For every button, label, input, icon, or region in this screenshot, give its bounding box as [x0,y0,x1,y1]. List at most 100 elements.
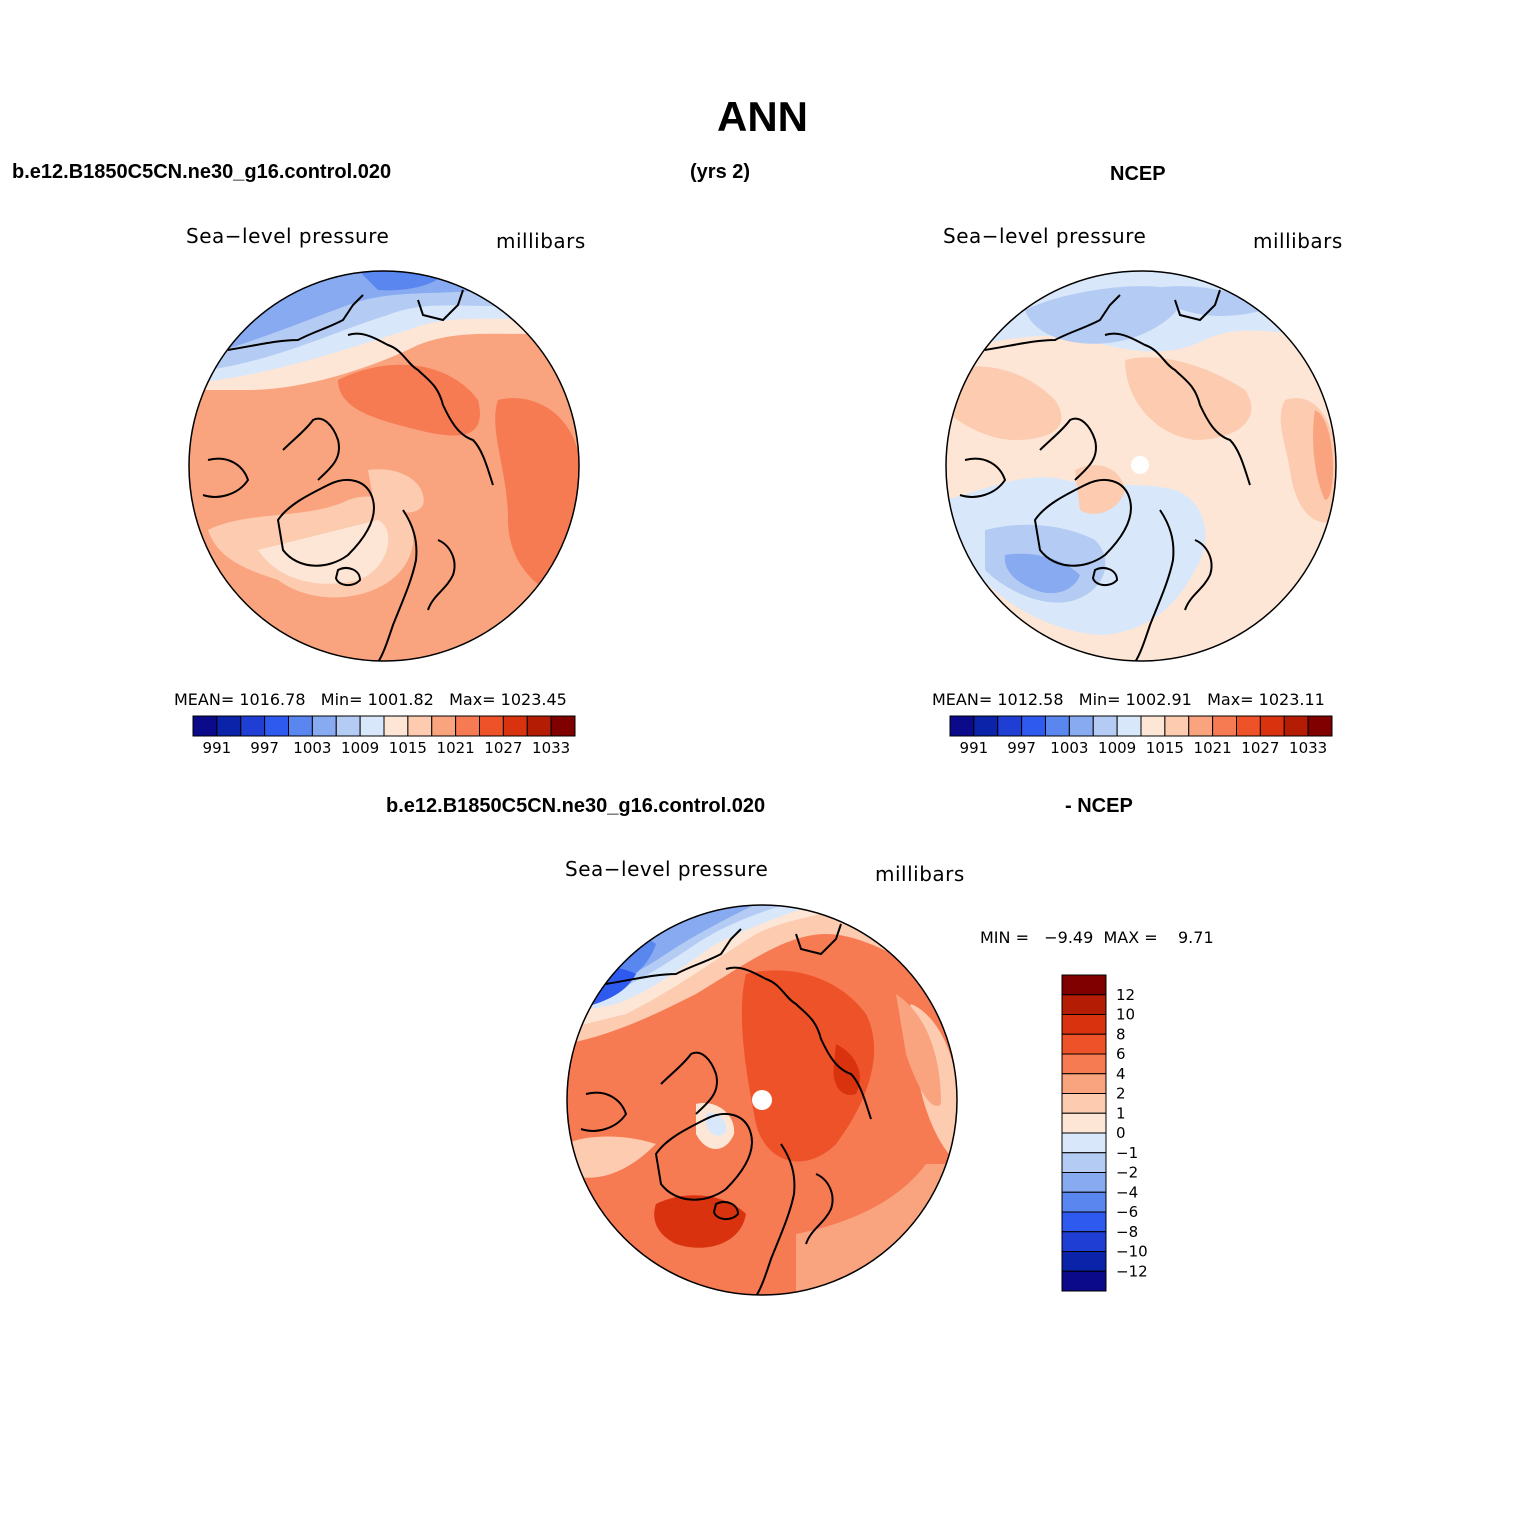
model-colorbar-swatch [192,715,218,737]
diff-colorbar-tick-label: 2 [1116,1085,1126,1103]
obs-header: NCEP [1110,163,1166,185]
diff-colorbar-swatch [1061,1053,1107,1075]
model-colorbar-tick-label: 1003 [293,739,331,757]
model-coastlines [202,289,494,661]
model-case-header: b.e12.B1850C5CN.ne30_g16.control.020 [12,161,392,183]
model-colorbar-swatch [407,715,433,737]
model-stats-line: MEAN= 1016.78 Min= 1001.82 Max= 1023.45 [174,690,567,709]
obs-colorbar-swatch [1116,715,1142,737]
diff-colorbar-tick-label: −1 [1116,1144,1138,1162]
diff-colorbar-swatch [1061,1191,1107,1213]
diff-min-value: −9.49 [1044,928,1094,947]
model-max-label: Max= [449,690,496,709]
obs-min-label: Min= [1078,690,1121,709]
obs-units-label: millibars [1253,229,1343,253]
model-colorbar-tick-label: 1015 [389,739,427,757]
diff-pressure-field [567,905,957,1295]
diff-colorbar-swatch [1061,1112,1107,1134]
diff-colorbar-swatch [1061,1172,1107,1193]
model-colorbar-swatch [383,715,409,737]
model-max-value: 1023.45 [500,690,567,709]
obs-colorbar-swatch [997,715,1023,737]
obs-colorbar-swatch [1259,715,1285,737]
diff-colorbar-swatch [1061,1073,1107,1094]
diff-colorbar-swatch [1061,1033,1107,1055]
obs-colorbar-tick-label: 991 [960,739,989,757]
diff-max-value: 9.71 [1178,928,1214,947]
diff-colorbar-swatch [1061,1251,1107,1272]
diff-colorbar-tick-label: 1 [1116,1104,1126,1122]
model-mean-value: 1016.78 [239,690,306,709]
obs-max-label: Max= [1207,690,1254,709]
model-units-label: millibars [496,229,586,253]
diff-colorbar-tick-label: −2 [1116,1164,1138,1182]
obs-colorbar-tick-label: 1021 [1194,739,1232,757]
model-colorbar-swatch [431,715,457,737]
obs-colorbar-tick-label: 1027 [1241,739,1279,757]
model-colorbar-swatch [335,715,361,737]
diff-min-label: MIN = [980,928,1029,947]
diff-colorbar-swatch [1061,1231,1107,1252]
model-colorbar-swatch [479,715,504,737]
diff-colorbar-tick-label: 8 [1116,1025,1126,1043]
diff-pole-marker [752,1090,772,1110]
obs-colorbar-swatch [1236,715,1261,737]
diff-colorbar-tick-label: −12 [1116,1262,1148,1280]
obs-colorbar-swatch [1212,715,1237,737]
diff-colorbar-tick-label: −6 [1116,1203,1138,1221]
diff-colorbar-tick-label: 12 [1116,986,1135,1004]
model-polar-map [188,270,580,662]
model-colorbar-swatch [455,715,480,737]
obs-colorbar-swatch [1092,715,1118,737]
model-colorbar-swatch [240,715,266,737]
diff-case-header: b.e12.B1850C5CN.ne30_g16.control.020 [386,795,766,817]
model-colorbar-tick-label: 997 [250,739,279,757]
model-colorbar-swatch [264,715,289,737]
obs-colorbar-tick-label: 1033 [1289,739,1327,757]
model-mean-label: MEAN= [174,690,235,709]
diff-colorbar-swatch [1061,994,1107,1015]
model-colorbar-tick-label: 1021 [437,739,475,757]
diff-colorbar-tick-label: 10 [1116,1006,1135,1024]
model-colorbar-tick-label: 1033 [532,739,570,757]
figure-title: ANN [717,93,808,140]
diff-units-label: millibars [875,862,965,886]
diff-colorbar-swatch [1061,1211,1107,1233]
diff-colorbar-tick-label: −4 [1116,1183,1138,1201]
obs-colorbar-tick-label: 1009 [1098,739,1136,757]
diff-colorbar-swatch [1061,1132,1107,1154]
diff-obs-header: - NCEP [1065,795,1133,817]
years-header: (yrs 2) [690,161,751,183]
diff-colorbar-swatch [1061,1270,1107,1292]
obs-colorbar-swatch [949,715,975,737]
diff-colorbar-tick-label: 4 [1116,1065,1126,1083]
obs-coastlines [959,289,1251,661]
obs-colorbar-swatch [1140,715,1166,737]
obs-colorbar-swatch [1068,715,1094,737]
model-colorbar-swatch [526,715,552,737]
diff-colorbar-swatch [1061,1093,1107,1114]
obs-colorbar: 991 997 1003 1009 1015 1021 1027 1033 [949,715,1333,757]
model-colorbar-tick-label: 1027 [484,739,522,757]
obs-polar-map [945,270,1337,662]
obs-mean-label: MEAN= [932,690,993,709]
model-colorbar-swatch [216,715,242,737]
obs-mean-value: 1012.58 [997,690,1064,709]
diff-colorbar-swatch [1061,1152,1107,1173]
diff-colorbar-tick-label: 0 [1116,1124,1126,1142]
model-colorbar-tick-label: 991 [203,739,232,757]
diff-stats-line: MIN = −9.49 MAX = 9.71 [980,928,1214,947]
diff-coastlines [580,923,872,1295]
model-variable-label: Sea−level pressure [186,224,390,248]
obs-min-value: 1002.91 [1125,690,1192,709]
diff-colorbar-swatch [1061,1014,1107,1035]
obs-max-value: 1023.11 [1258,690,1325,709]
obs-pole-marker [1131,456,1149,474]
obs-colorbar-swatch [1307,715,1333,737]
model-colorbar-swatch [502,715,528,737]
obs-colorbar-swatch [1045,715,1070,737]
model-colorbar-swatch [288,715,313,737]
model-colorbar-swatch [311,715,337,737]
obs-colorbar-swatch [1021,715,1046,737]
